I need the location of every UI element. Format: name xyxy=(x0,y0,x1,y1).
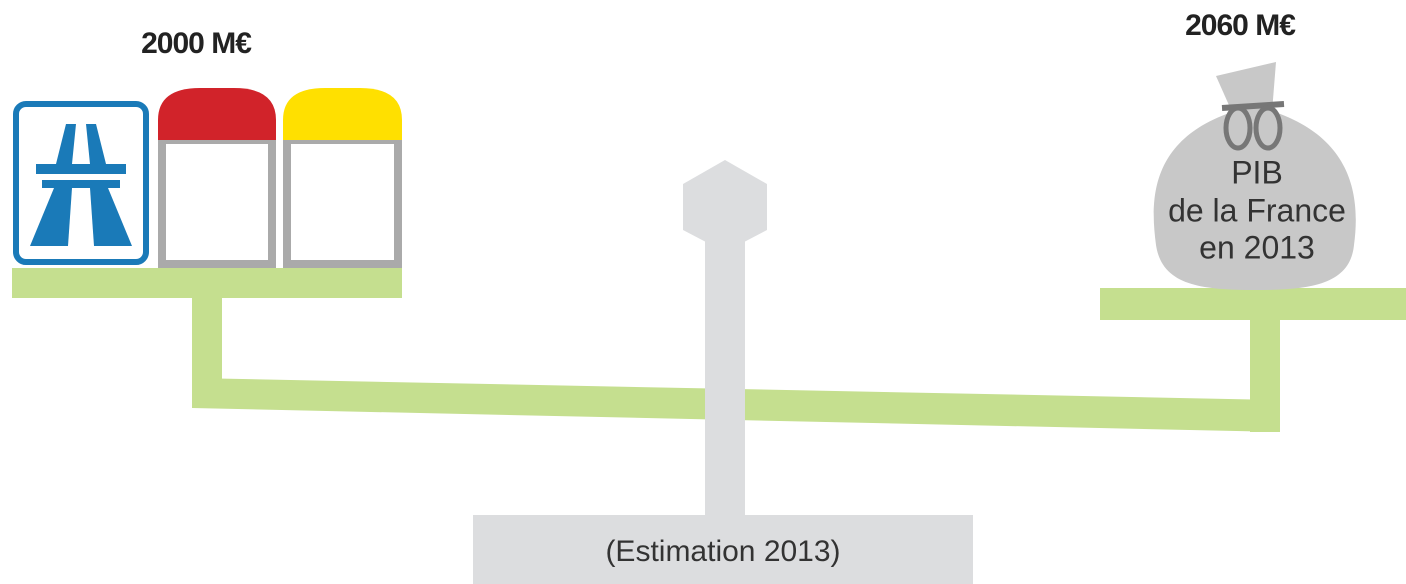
bag-line: de la France xyxy=(1168,192,1346,228)
base-caption: (Estimation 2013) xyxy=(605,535,840,568)
pillar xyxy=(473,160,973,584)
balance-infographic: (Estimation 2013) 2000 M€ PIB de la Fran… xyxy=(0,0,1406,584)
highway-sign xyxy=(16,104,146,262)
bag-line: PIB xyxy=(1231,154,1283,190)
left-amount: 2000 M€ xyxy=(141,27,252,60)
red-bollard xyxy=(158,88,276,264)
bag-line: en 2013 xyxy=(1199,229,1315,265)
page: {"left": {"label": "2000 M€"}, "right": … xyxy=(0,0,1406,584)
yellow-bollard xyxy=(283,88,402,264)
right-amount: 2060 M€ xyxy=(1185,9,1296,42)
